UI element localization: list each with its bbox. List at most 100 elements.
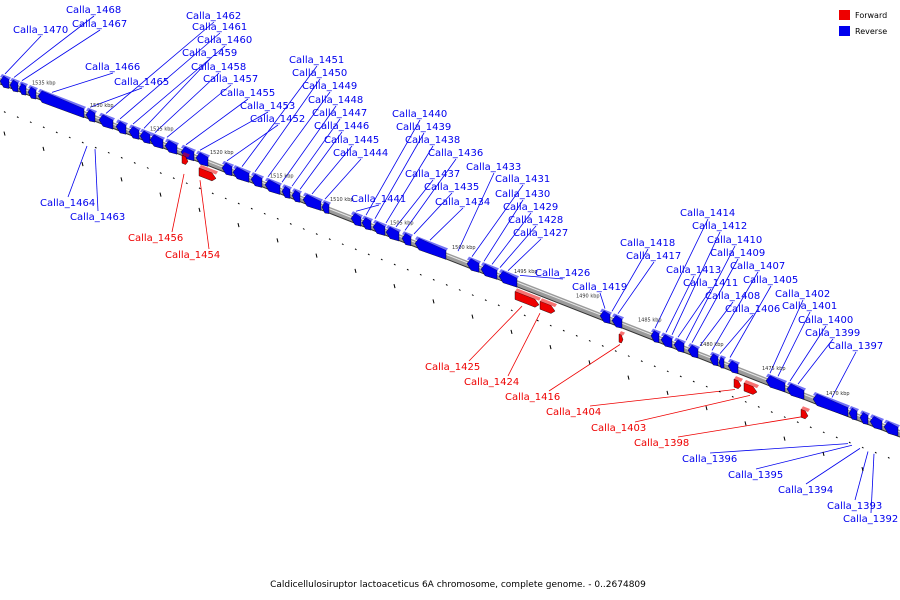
- tick-near: [562, 329, 565, 332]
- reverse-gene-27: [401, 231, 413, 246]
- leader-calla_1452: [226, 124, 279, 162]
- reverse-gene-29: [466, 256, 481, 273]
- tick-near: [198, 187, 201, 190]
- leader-calla_1459: [143, 58, 211, 129]
- reverse-gene-5: [37, 88, 86, 119]
- reverse-gene-39: [718, 355, 726, 369]
- leader-calla_1453: [199, 111, 269, 151]
- gene-label-calla_1465: Calla_1465: [114, 77, 169, 88]
- reverse-gene-21: [302, 192, 323, 211]
- reverse-gene-11: [149, 132, 165, 150]
- tick-major: [393, 283, 396, 289]
- gene-label-calla_1470: Calla_1470: [13, 25, 68, 36]
- leader-calla_1402: [769, 299, 804, 374]
- tick-near: [380, 258, 383, 261]
- tick-near: [861, 446, 864, 449]
- reverse-gene-16: [232, 165, 251, 183]
- leader-calla_1411: [677, 288, 712, 338]
- leader-calla_1396: [709, 443, 849, 454]
- gene-label-calla_1463: Calla_1463: [70, 212, 125, 223]
- gene-label-calla_1444: Calla_1444: [333, 148, 388, 159]
- gene-labels: Calla_1470 Calla_1468 Calla_1467 Calla_1466…: [13, 5, 898, 525]
- gene-label-calla_1405: Calla_1405: [743, 275, 798, 286]
- tick-near: [432, 278, 435, 281]
- reverse-gene-3: [18, 81, 28, 96]
- leader-calla_1465: [89, 87, 143, 108]
- gene-label-calla_1452: Calla_1452: [250, 114, 305, 125]
- reverse-gene-44: [848, 406, 859, 421]
- gene-label-calla_1392: Calla_1392: [843, 514, 898, 525]
- tick-near: [250, 207, 253, 210]
- gene-label-calla_1426: Calla_1426: [535, 268, 590, 279]
- legend-swatch-forward: [839, 10, 850, 20]
- gene-label-calla_1460: Calla_1460: [197, 35, 252, 46]
- leader-calla_1454: [199, 180, 210, 250]
- tick-near: [809, 426, 812, 429]
- tick-near: [458, 289, 461, 291]
- leader-calla_1466: [51, 72, 114, 93]
- gene-label-calla_1462: Calla_1462: [186, 11, 241, 22]
- kbp-labels: 1535 kbp 1530 kbp 1525 kbp 1520 kbp 1515 kbp…: [32, 81, 850, 398]
- leader-calla_1414: [654, 218, 709, 329]
- kbp-label: 1470 kbp: [826, 391, 850, 397]
- leader-calla_1408: [699, 301, 734, 347]
- tick-near: [874, 451, 877, 454]
- tick-near: [302, 228, 305, 230]
- gene-label-calla_1400: Calla_1400: [798, 315, 853, 326]
- tick-near: [536, 319, 539, 322]
- tick-near: [575, 334, 578, 337]
- gene-label-calla_1399: Calla_1399: [805, 328, 860, 339]
- tick-near: [796, 421, 799, 424]
- reverse-gene-7: [98, 112, 115, 130]
- tick-near: [549, 324, 552, 327]
- leader-calla_1404: [589, 389, 736, 407]
- tick-near: [16, 116, 19, 119]
- tick-near: [289, 223, 292, 225]
- leader-calla_1438: [385, 145, 434, 224]
- gene-label-calla_1407: Calla_1407: [730, 261, 785, 272]
- reverse-gene-41: [765, 373, 787, 393]
- leader-calla_1427: [507, 238, 542, 271]
- reverse-gene-14: [195, 150, 210, 167]
- tick-major: [237, 222, 240, 228]
- reverse-gene-46: [869, 414, 884, 431]
- reverse-gene-19: [281, 184, 292, 199]
- reverse-gene-37: [687, 343, 700, 359]
- tick-near: [653, 365, 656, 368]
- kbp-label: 1510 kbp: [330, 197, 354, 203]
- reverse-gene-30: [480, 262, 499, 280]
- leader-calla_1405: [729, 285, 772, 358]
- tick-near: [146, 167, 149, 169]
- kbp-label: 1475 kbp: [762, 366, 786, 372]
- gene-label-calla_1393: Calla_1393: [827, 501, 882, 512]
- leader-calla_1424: [507, 313, 541, 377]
- tick-near: [172, 177, 175, 180]
- leader-calla_1410: [685, 245, 736, 341]
- reverse-gene-45: [859, 410, 870, 425]
- leader-calla_1458: [154, 72, 220, 133]
- tick-near: [497, 304, 500, 307]
- tick-near: [445, 284, 448, 286]
- tick-near: [159, 172, 162, 174]
- leader-calla_1419: [599, 292, 606, 309]
- caption: Caldicellulosiruptor lactoaceticus 6A ch…: [270, 580, 646, 590]
- gene-label-calla_1435: Calla_1435: [424, 182, 479, 193]
- gene-label-calla_1454: Calla_1454: [165, 250, 220, 261]
- tick-marks: [3, 111, 890, 472]
- gene-label-calla_1428: Calla_1428: [508, 215, 563, 226]
- reverse-gene-9: [128, 124, 141, 140]
- reverse-gene-28: [414, 236, 448, 260]
- tick-near: [120, 156, 123, 159]
- leader-calla_1426: [519, 274, 564, 280]
- leader-calla_1448: [281, 105, 337, 183]
- gene-label-calla_1453: Calla_1453: [240, 101, 295, 112]
- gene-label-calla_1468: Calla_1468: [66, 5, 121, 16]
- gene-label-calla_1430: Calla_1430: [495, 189, 550, 200]
- kbp-label: 1480 kbp: [700, 342, 724, 348]
- gene-label-calla_1466: Calla_1466: [85, 62, 140, 73]
- tick-near: [367, 253, 370, 256]
- tick-major: [3, 131, 6, 136]
- leader-calla_1395: [755, 444, 853, 470]
- tick-major: [315, 253, 318, 258]
